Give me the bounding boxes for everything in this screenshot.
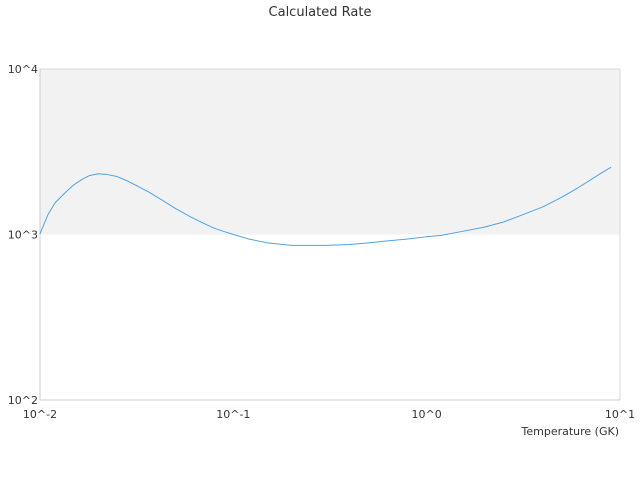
x-tick-label: 10^-1 [216, 408, 250, 421]
shaded-band [40, 69, 620, 235]
y-tick-label: 10^3 [8, 229, 38, 242]
plot-area: 10^-2 10^-1 10^0 10^1 10^2 10^3 10^4 [8, 63, 635, 421]
series-line-1 [39, 166, 612, 246]
x-tick-label: 10^0 [412, 408, 442, 421]
chart-title: Calculated Rate [269, 5, 372, 20]
y-tick-label: 10^2 [8, 394, 38, 407]
x-tick-label: 10^-2 [23, 408, 57, 421]
x-axis-label: Temperature (GK) [521, 425, 620, 438]
x-tick-label: 10^1 [605, 408, 635, 421]
y-tick-label: 10^4 [8, 63, 38, 76]
